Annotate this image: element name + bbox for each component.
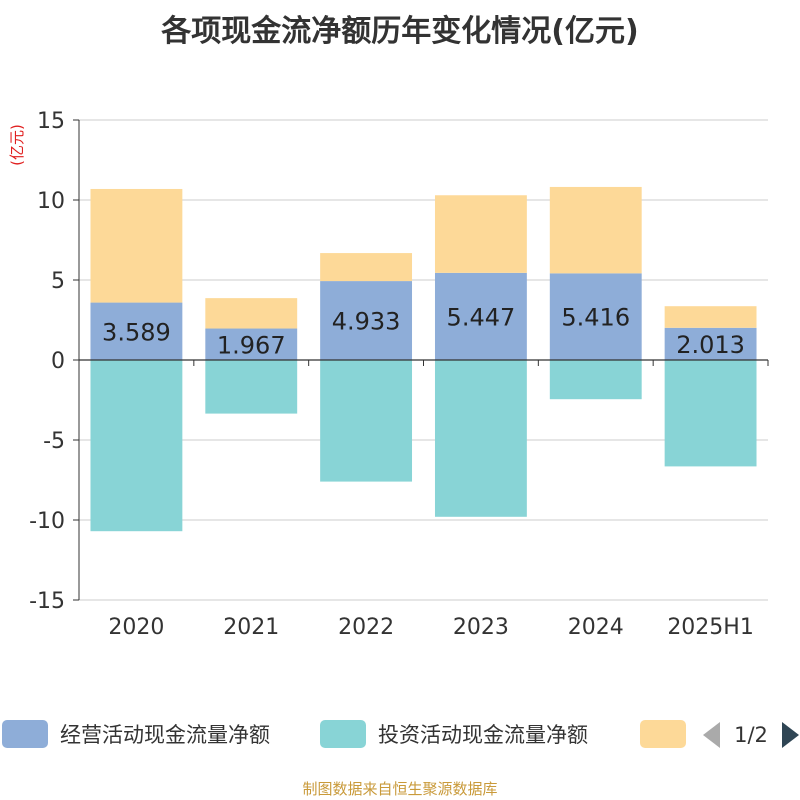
y-axis-title: (亿元): [8, 124, 26, 166]
bar-series1-2021: [205, 360, 298, 414]
x-tick-label: 2021: [223, 615, 279, 640]
bar-series0-2024: [549, 273, 642, 360]
bar-value-label: 3.589: [102, 318, 171, 346]
bar-value-label: 1.967: [217, 331, 286, 359]
data-source-note: 制图数据来自恒生聚源数据库: [302, 780, 498, 798]
bar-series2-2025H1: [664, 306, 757, 328]
bar-value-label: 5.416: [561, 304, 630, 332]
y-tick-label: -10: [29, 509, 65, 534]
bar-value-label: 4.933: [332, 308, 401, 336]
legend-label[interactable]: 经营活动现金流量净额: [60, 723, 270, 747]
chart-title: 各项现金流净额历年变化情况(亿元): [161, 14, 639, 49]
bar-series0-2023: [434, 272, 527, 360]
x-tick-label: 2024: [568, 615, 624, 640]
bar-series1-2024: [549, 360, 642, 400]
bar-value-label: 5.447: [447, 303, 516, 331]
bar-series0-2020: [90, 302, 183, 360]
y-tick-label: 10: [37, 189, 65, 214]
x-tick-label: 2022: [338, 615, 394, 640]
bar-series1-2025H1: [664, 360, 757, 467]
bar-series0-2022: [320, 281, 413, 360]
bar-series2-2021: [205, 298, 298, 329]
legend-next-icon[interactable]: [782, 722, 799, 748]
legend-page-indicator: 1/2: [734, 723, 768, 747]
bar-series1-2022: [320, 360, 413, 482]
x-tick-label: 2020: [108, 615, 164, 640]
y-tick-label: 15: [37, 109, 65, 134]
bar-series0-2025H1: [664, 327, 757, 360]
bar-value-label: 2.013: [676, 331, 745, 359]
bar-series2-2024: [549, 186, 642, 274]
bar-series1-2023: [434, 360, 527, 517]
y-tick-label: -15: [29, 589, 65, 614]
x-tick-label: 2023: [453, 615, 509, 640]
bar-series0-2021: [205, 328, 298, 360]
legend-label[interactable]: 投资活动现金流量净额: [378, 723, 588, 747]
y-tick-label: 0: [51, 349, 65, 374]
bar-series2-2020: [90, 188, 183, 303]
bar-series2-2022: [320, 253, 413, 282]
legend-swatch[interactable]: [320, 720, 366, 748]
y-tick-label: -5: [43, 429, 65, 454]
x-tick-label: 2025H1: [667, 615, 754, 640]
bar-series1-2020: [90, 360, 183, 532]
y-tick-label: 5: [51, 269, 65, 294]
bar-series2-2023: [434, 195, 527, 273]
legend-prev-icon[interactable]: [703, 722, 720, 748]
legend-swatch[interactable]: [2, 720, 48, 748]
legend-swatch[interactable]: [640, 720, 686, 748]
